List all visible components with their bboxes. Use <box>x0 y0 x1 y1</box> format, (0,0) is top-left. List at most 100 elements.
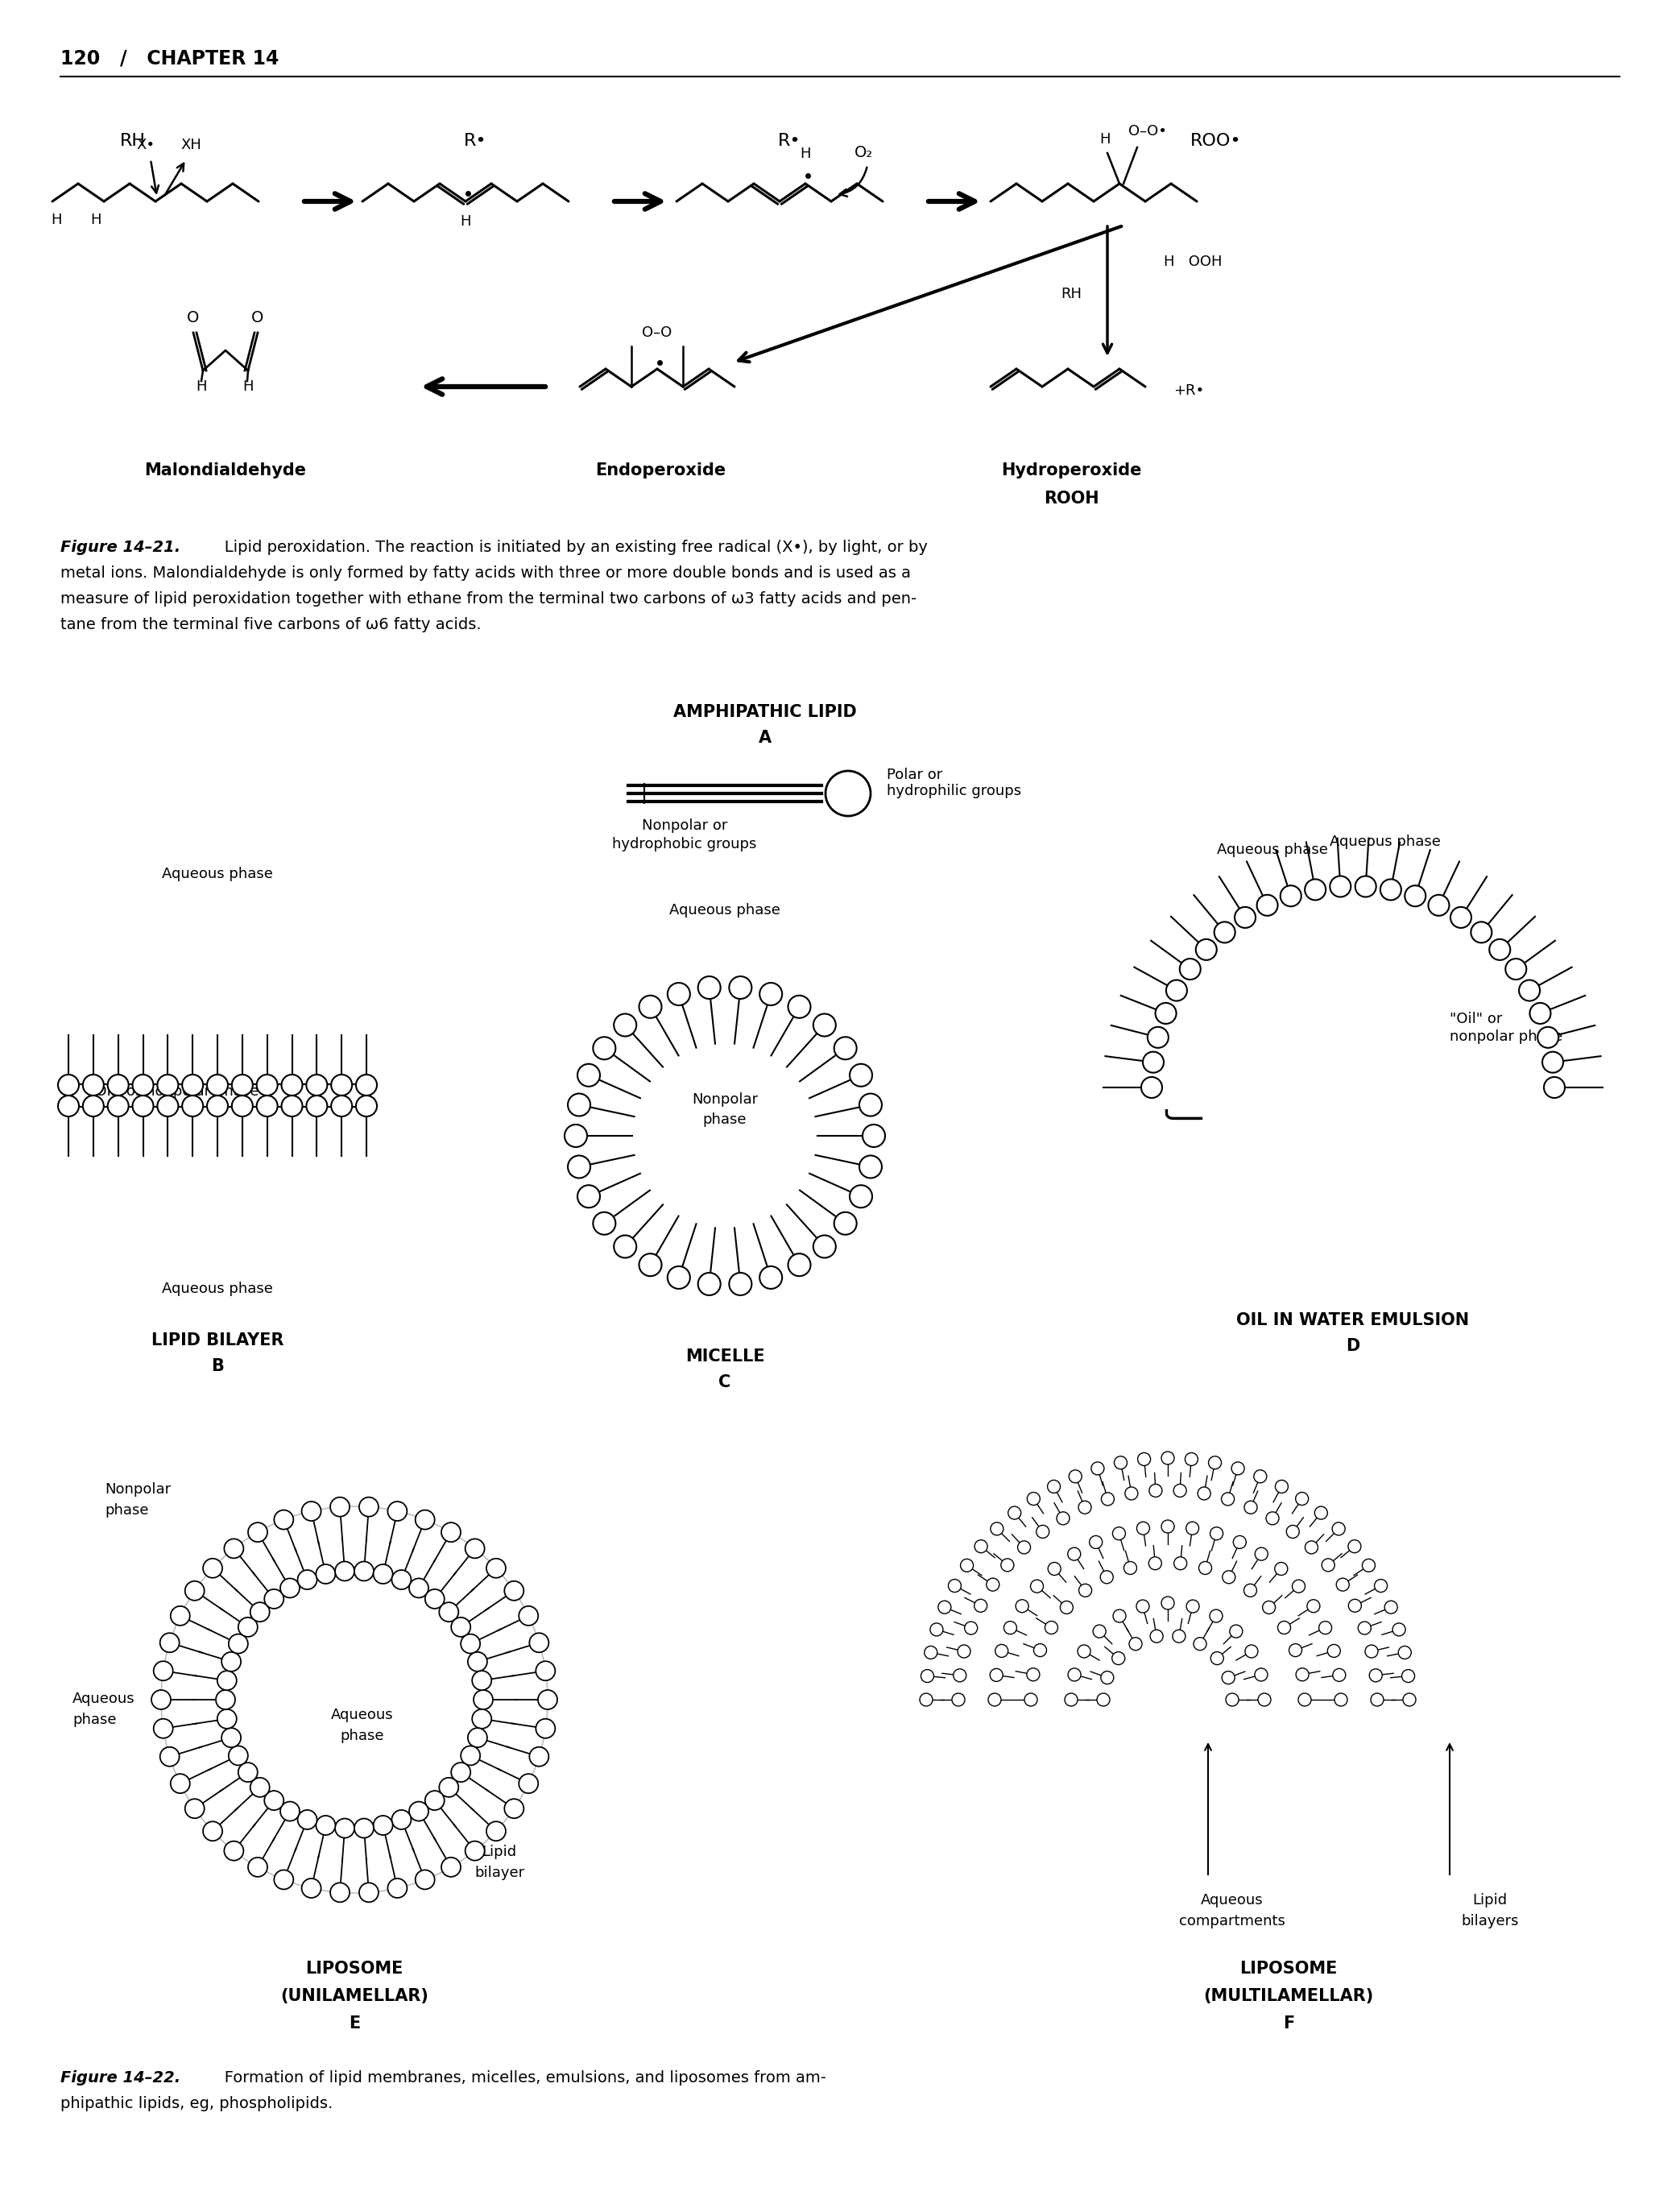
Circle shape <box>391 1571 412 1590</box>
Circle shape <box>990 1668 1003 1681</box>
Circle shape <box>360 1498 378 1517</box>
Circle shape <box>1349 1599 1361 1613</box>
Circle shape <box>1026 1493 1040 1504</box>
Text: E: E <box>349 2015 360 2031</box>
Circle shape <box>1037 1526 1050 1537</box>
Text: nonpolar phase: nonpolar phase <box>1450 1029 1562 1044</box>
Circle shape <box>1336 1577 1349 1590</box>
Text: hydrophobic groups: hydrophobic groups <box>612 836 756 852</box>
Circle shape <box>281 1801 299 1820</box>
Circle shape <box>1472 922 1492 942</box>
Circle shape <box>529 1632 549 1652</box>
Circle shape <box>1047 1480 1060 1493</box>
Circle shape <box>1319 1621 1332 1635</box>
Circle shape <box>1278 1621 1290 1635</box>
Circle shape <box>442 1858 460 1876</box>
Circle shape <box>1519 980 1541 1000</box>
Circle shape <box>1141 1077 1163 1097</box>
Circle shape <box>415 1511 435 1528</box>
Circle shape <box>1384 1601 1398 1613</box>
Circle shape <box>1149 1484 1163 1498</box>
Circle shape <box>850 1186 872 1208</box>
Circle shape <box>181 1095 203 1117</box>
Text: R•: R• <box>778 133 801 148</box>
Circle shape <box>316 1816 336 1836</box>
Text: Lipid
bilayer: Lipid bilayer <box>474 1845 524 1880</box>
Circle shape <box>1173 1630 1186 1644</box>
Circle shape <box>862 1124 885 1148</box>
Text: Figure 14–22.: Figure 14–22. <box>60 2070 180 2086</box>
Circle shape <box>1226 1692 1238 1705</box>
Circle shape <box>578 1186 600 1208</box>
Circle shape <box>1253 1471 1267 1482</box>
Circle shape <box>438 1778 459 1796</box>
Text: "Oil" or: "Oil" or <box>1450 1011 1502 1026</box>
Circle shape <box>223 1540 244 1557</box>
Circle shape <box>536 1719 554 1739</box>
Text: A: A <box>759 730 771 745</box>
Circle shape <box>282 1095 302 1117</box>
Text: LIPID BILAYER: LIPID BILAYER <box>151 1332 284 1349</box>
Circle shape <box>1210 1610 1223 1621</box>
Circle shape <box>1369 1668 1383 1681</box>
Circle shape <box>667 982 690 1004</box>
Circle shape <box>160 1747 180 1767</box>
Circle shape <box>232 1075 252 1095</box>
Text: O₂: O₂ <box>853 146 872 159</box>
Circle shape <box>578 1064 600 1086</box>
Circle shape <box>356 1095 376 1117</box>
Circle shape <box>1092 1462 1104 1475</box>
Circle shape <box>274 1869 294 1889</box>
Circle shape <box>215 1690 235 1710</box>
Circle shape <box>222 1728 240 1747</box>
Circle shape <box>82 1095 104 1117</box>
Circle shape <box>151 1690 171 1710</box>
Circle shape <box>1068 1548 1080 1559</box>
Circle shape <box>1008 1506 1021 1520</box>
Circle shape <box>472 1710 492 1728</box>
Circle shape <box>1045 1621 1058 1635</box>
Circle shape <box>373 1816 393 1836</box>
Circle shape <box>1068 1668 1080 1681</box>
Circle shape <box>1161 1520 1174 1533</box>
Text: F: F <box>1284 2015 1294 2031</box>
Circle shape <box>415 1869 435 1889</box>
Circle shape <box>1292 1579 1305 1593</box>
Circle shape <box>425 1588 445 1608</box>
Text: Lipid
bilayers: Lipid bilayers <box>1462 1893 1519 1929</box>
Circle shape <box>158 1075 178 1095</box>
Circle shape <box>1530 1002 1551 1024</box>
Circle shape <box>759 982 783 1004</box>
Circle shape <box>203 1559 222 1577</box>
Circle shape <box>1089 1535 1102 1548</box>
Circle shape <box>519 1606 538 1626</box>
Circle shape <box>1112 1526 1126 1540</box>
Circle shape <box>1161 1597 1174 1610</box>
Circle shape <box>788 1254 811 1276</box>
Circle shape <box>452 1617 470 1637</box>
Circle shape <box>160 1632 180 1652</box>
Circle shape <box>1257 896 1278 916</box>
Text: MICELLE: MICELLE <box>685 1349 764 1365</box>
Circle shape <box>334 1562 354 1582</box>
Circle shape <box>331 1498 349 1517</box>
Circle shape <box>1060 1601 1074 1615</box>
Circle shape <box>360 1882 378 1902</box>
Circle shape <box>1079 1502 1092 1513</box>
Circle shape <box>519 1774 538 1794</box>
Text: Nonpolar: Nonpolar <box>692 1093 758 1106</box>
Circle shape <box>388 1878 407 1898</box>
Circle shape <box>410 1801 428 1820</box>
Circle shape <box>729 1272 751 1296</box>
Circle shape <box>274 1511 294 1528</box>
Circle shape <box>1174 1557 1186 1571</box>
Circle shape <box>613 1013 637 1037</box>
Circle shape <box>1097 1692 1110 1705</box>
Circle shape <box>331 1882 349 1902</box>
Circle shape <box>1025 1692 1037 1705</box>
Circle shape <box>1230 1626 1243 1637</box>
Circle shape <box>249 1522 267 1542</box>
Circle shape <box>1235 907 1255 927</box>
Text: Aqueous phase: Aqueous phase <box>669 902 780 918</box>
Circle shape <box>82 1075 104 1095</box>
